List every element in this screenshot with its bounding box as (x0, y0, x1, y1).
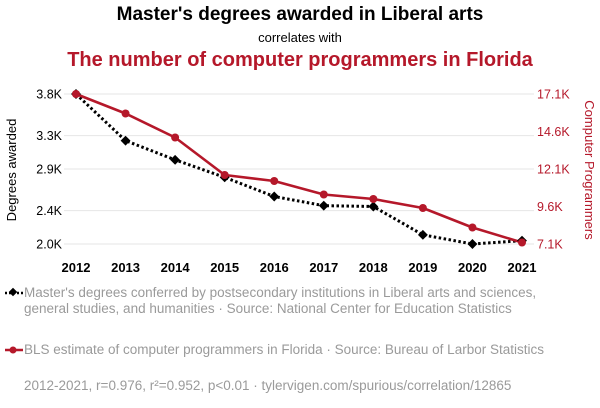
legend-item-degrees: Master's degrees conferred by postsecond… (4, 285, 564, 317)
data-point-programmers (270, 177, 279, 185)
legend-swatch-programmers (5, 346, 23, 354)
x-tick-label: 2020 (458, 260, 487, 275)
y-tick-label-right: 17.1K (537, 88, 570, 102)
data-point-degrees (467, 239, 478, 249)
x-tick-label: 2015 (210, 260, 239, 275)
data-point-degrees (417, 229, 428, 240)
data-point-programmers (518, 238, 526, 247)
y-tick-label-right: 7.1K (537, 238, 563, 252)
data-point-programmers (72, 90, 80, 98)
legend-label-degrees: Master's degrees conferred by postsecond… (24, 285, 537, 316)
data-point-degrees (269, 191, 280, 202)
y-tick-label-left: 2.9K (36, 163, 62, 177)
x-tick-label: 2013 (111, 260, 140, 275)
footer-stats: 2012-2021, r=0.976, r²=0.952, p<0.01 · t… (24, 378, 512, 393)
series-line-programmers (75, 92, 523, 244)
data-point-programmers (171, 133, 180, 142)
data-point-degrees (170, 154, 181, 165)
chart-title: Master's degrees awarded in Liberal arts (116, 4, 484, 25)
data-point-programmers (369, 195, 378, 203)
x-tick-label: 2017 (309, 260, 338, 275)
y-tick-label-left: 2.4K (36, 204, 62, 218)
x-tick-label: 2012 (62, 260, 91, 275)
x-tick-label: 2021 (508, 260, 537, 275)
data-point-programmers (220, 171, 229, 179)
grid-layer (64, 93, 534, 245)
x-tick-label: 2014 (161, 260, 191, 275)
data-point-programmers (468, 223, 477, 232)
x-tick-label: 2018 (359, 260, 388, 275)
legend-item-programmers: BLS estimate of computer programmers in … (4, 342, 564, 358)
data-point-degrees (318, 200, 329, 211)
y-tick-label-right: 9.6K (537, 200, 563, 214)
data-point-degrees (368, 201, 379, 212)
y-tick-label-right: 12.1K (537, 163, 570, 177)
data-point-programmers (418, 204, 427, 212)
legend-label-programmers: BLS estimate of computer programmers in … (24, 342, 544, 357)
series-layer (74, 92, 523, 246)
legend-swatch-degrees (5, 287, 23, 297)
y-tick-label-right: 14.6K (537, 125, 570, 139)
marker-layer (71, 89, 527, 249)
x-tick-label: 2019 (408, 260, 437, 275)
line-chart: 2.0K 2.4K 2.9K 3.3K 3.8K 7.1K 9.6K 12.1K 14.6K 17… (4, 88, 597, 276)
data-point-degrees (120, 135, 131, 146)
y-tick-label-left: 3.3K (36, 129, 62, 143)
x-tick-label: 2016 (260, 260, 289, 275)
data-point-programmers (121, 109, 130, 118)
y-tick-label-left: 2.0K (36, 238, 62, 252)
y-axis-label-right: Computer Programmers (582, 100, 597, 240)
y-axis-label-left: Degrees awarded (4, 119, 19, 222)
chart-subtitle: correlates with (258, 30, 342, 45)
axis-layer: 2.0K 2.4K 2.9K 3.3K 3.8K 7.1K 9.6K 12.1K 14.6K 17… (36, 88, 570, 276)
series-line-degrees (74, 92, 523, 246)
y-tick-label-left: 3.8K (36, 88, 62, 102)
chart-title-secondary: The number of computer programmers in Fl… (67, 49, 533, 71)
data-point-programmers (319, 190, 328, 199)
